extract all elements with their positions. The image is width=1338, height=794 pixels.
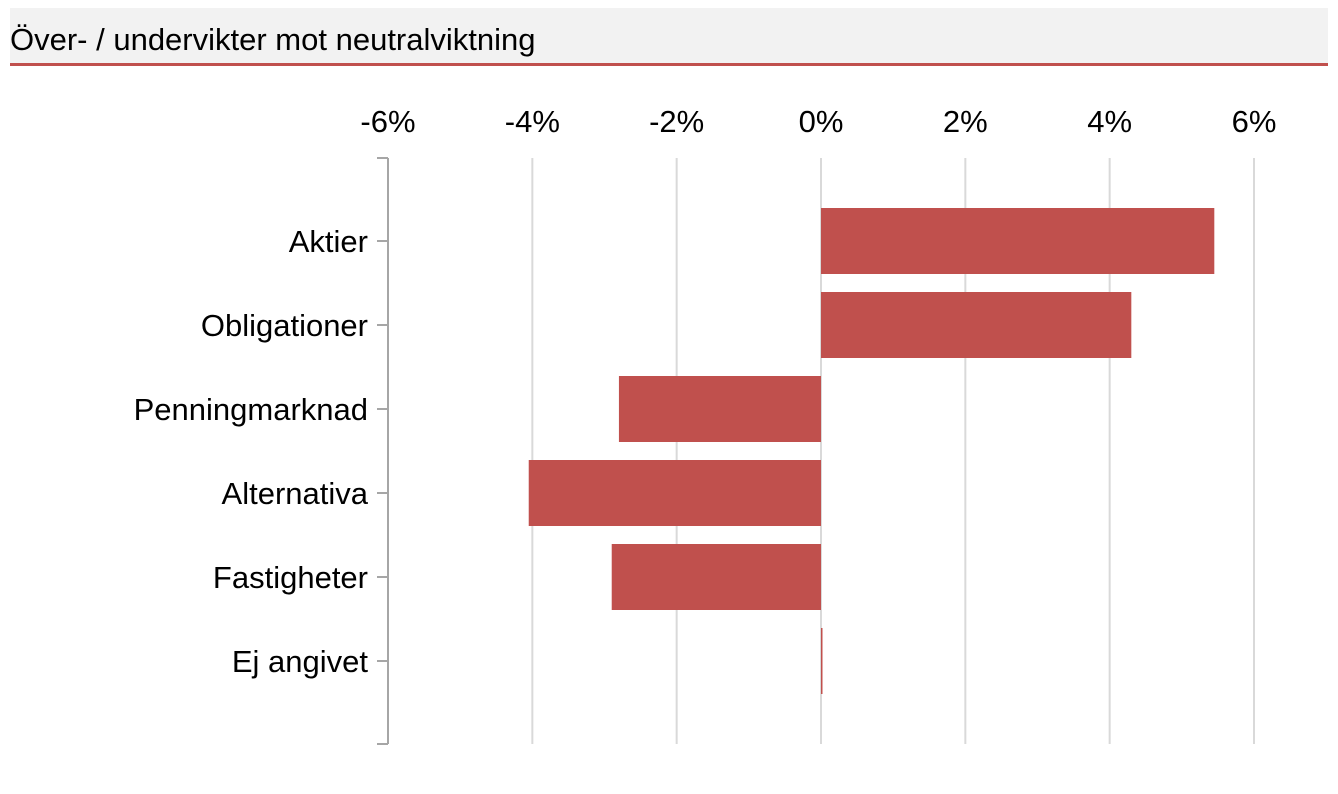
- x-tick-label: 6%: [1232, 104, 1277, 139]
- bar: [528, 460, 821, 526]
- category-label: Obligationer: [201, 308, 368, 343]
- bars: [528, 208, 1215, 694]
- x-tick-label: -6%: [360, 104, 415, 139]
- category-label: Fastigheter: [213, 560, 368, 595]
- chart-title: Över- / undervikter mot neutralviktning: [10, 22, 536, 57]
- x-tick-label: 2%: [943, 104, 988, 139]
- x-tick-label: 4%: [1087, 104, 1132, 139]
- bar: [821, 208, 1215, 274]
- bar: [611, 544, 821, 610]
- x-tick-labels: -6% -4% -2% 0% 2% 4% 6%: [360, 104, 1276, 139]
- category-label: Ej angivet: [232, 644, 369, 679]
- x-tick-label: -2%: [649, 104, 704, 139]
- x-tick-label: 0%: [799, 104, 844, 139]
- bar: [821, 292, 1132, 358]
- category-label: Penningmarknad: [134, 392, 368, 427]
- bar: [821, 628, 823, 694]
- category-label: Alternativa: [222, 476, 369, 511]
- chart-title-bar: Över- / undervikter mot neutralviktning: [10, 8, 1328, 66]
- x-tick-label: -4%: [505, 104, 560, 139]
- bar: [618, 376, 821, 442]
- y-axis: [377, 157, 389, 745]
- category-label: Aktier: [289, 224, 368, 259]
- y-category-labels: Aktier Obligationer Penningmarknad Alternat…: [134, 224, 369, 679]
